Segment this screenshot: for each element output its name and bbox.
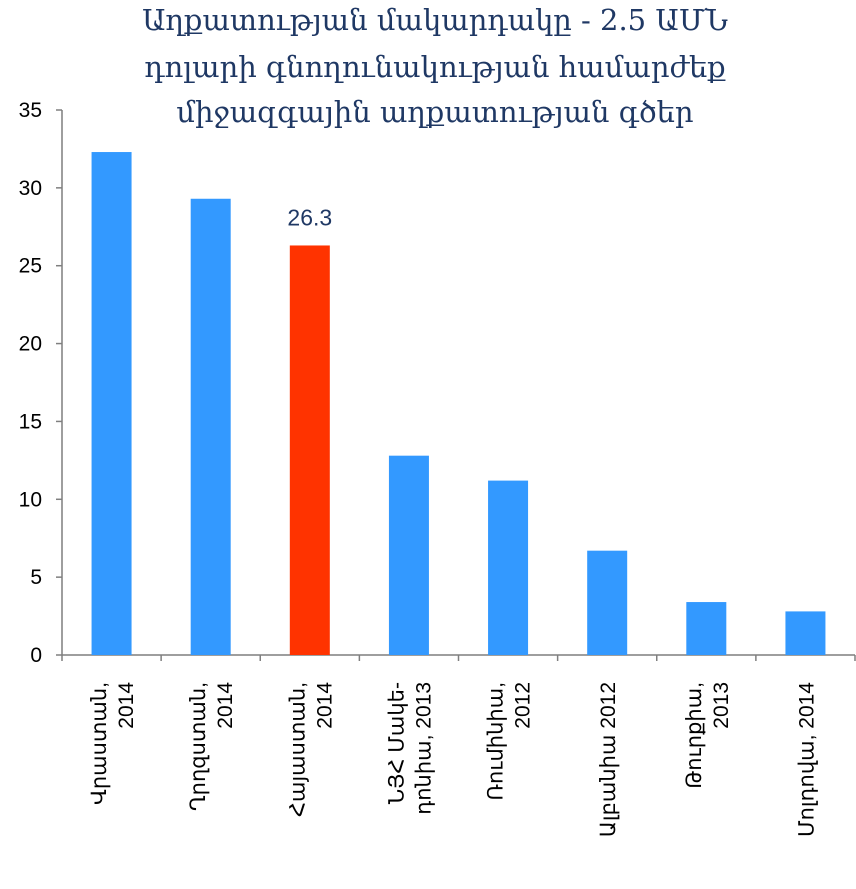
x-category-label-line: դոնիա, 2013 bbox=[412, 682, 435, 815]
chart-bars bbox=[91, 152, 826, 656]
y-tick-label: 20 bbox=[19, 333, 42, 356]
bar-data-label: 26.3 bbox=[287, 204, 332, 230]
x-category-label: Հայաստան, 2014 bbox=[286, 682, 336, 817]
bar bbox=[190, 198, 231, 655]
x-category-label-line: Ռումինիա, bbox=[485, 682, 508, 801]
chart-title-line-2: դոլարի գնողունակության համարժեք bbox=[144, 50, 726, 84]
x-category-label-line: Մոլդովա, 2014 bbox=[795, 682, 818, 837]
x-category-label: Թուրքիա, 2013 bbox=[683, 682, 733, 789]
bar bbox=[91, 152, 132, 656]
bar bbox=[289, 245, 330, 655]
bar bbox=[488, 480, 529, 655]
x-category-label-line: ՆՅՀ Մակե- bbox=[385, 682, 408, 804]
x-category-label: Ղրղզստան, 2014 bbox=[187, 682, 237, 811]
bar bbox=[388, 455, 429, 655]
chart-title: Աղքատության մակարդակը - 2.5 ԱՄՆ դոլարի գ… bbox=[142, 3, 728, 129]
y-tick-label: 10 bbox=[19, 488, 42, 511]
y-tick-label: 35 bbox=[19, 99, 42, 122]
x-category-label: Վրաստան, 2014 bbox=[88, 682, 138, 805]
x-category-label-line: 2014 bbox=[115, 682, 138, 729]
chart-title-line-3: միջազգային աղքատության գծեր bbox=[176, 95, 693, 129]
y-tick-label: 15 bbox=[19, 410, 42, 433]
x-category-label: Ալբանիա 2012 bbox=[597, 682, 620, 837]
chart-axes: 0 5 10 15 20 25 30 35 bbox=[19, 99, 856, 667]
x-category-label-line: Թուրքիա, bbox=[683, 682, 706, 789]
x-category-label: Մոլդովա, 2014 bbox=[795, 682, 818, 837]
bar bbox=[785, 611, 826, 655]
bar bbox=[686, 602, 727, 655]
chart-title-line-1: Աղքատության մակարդակը - 2.5 ԱՄՆ bbox=[142, 3, 728, 37]
y-tick-label: 30 bbox=[19, 177, 42, 200]
x-category-label-line: 2014 bbox=[214, 682, 237, 729]
x-category-label-line: Հայաստան, bbox=[286, 682, 309, 817]
x-category-label-line: 2013 bbox=[710, 682, 733, 729]
x-category-label-line: Ղրղզստան, bbox=[187, 682, 210, 811]
bar bbox=[587, 550, 628, 655]
x-category-label: ՆՅՀ Մակե-դոնիա, 2013 bbox=[385, 682, 435, 815]
x-category-label: Ռումինիա, 2012 bbox=[485, 682, 535, 801]
y-tick-label: 0 bbox=[30, 644, 42, 667]
x-category-label-line: Ալբանիա 2012 bbox=[597, 682, 620, 837]
y-tick-label: 25 bbox=[19, 255, 42, 278]
x-category-label-line: 2012 bbox=[512, 682, 535, 729]
x-category-label-line: 2014 bbox=[313, 682, 336, 729]
y-tick-label: 5 bbox=[30, 566, 42, 589]
x-category-label-line: Վրաստան, bbox=[88, 682, 111, 805]
